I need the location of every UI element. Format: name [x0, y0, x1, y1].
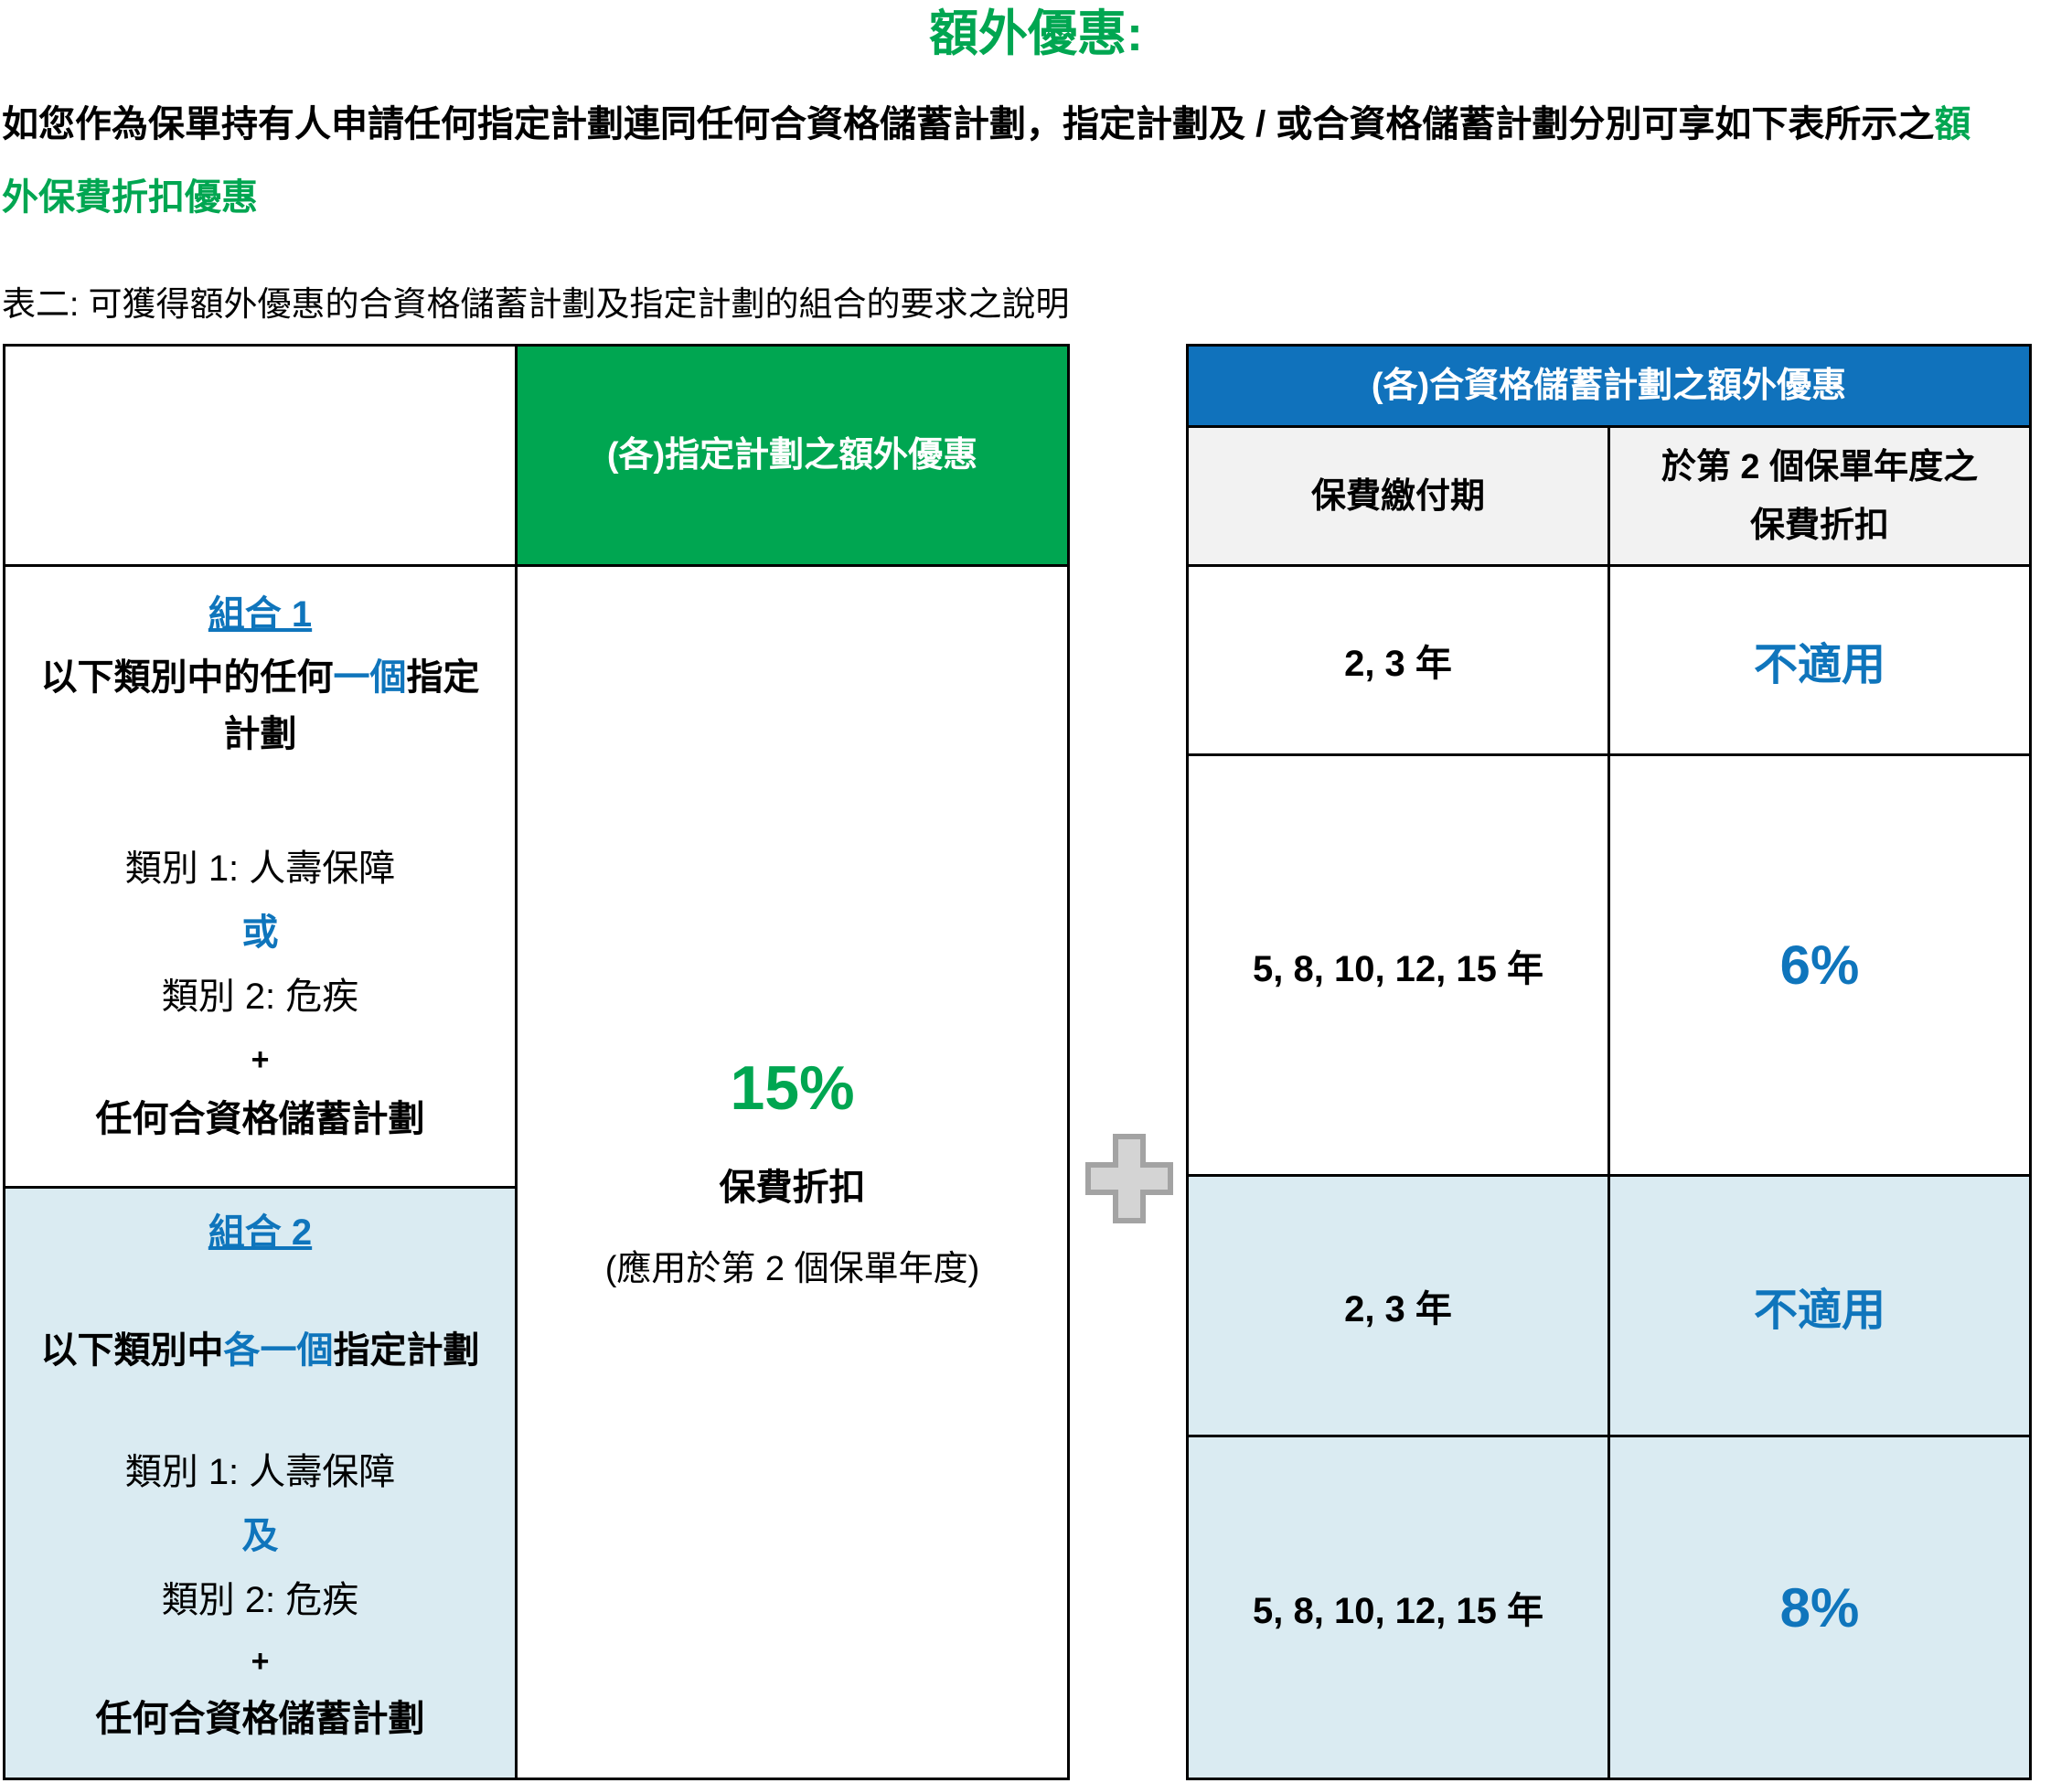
combo2-desc-post: 指定計劃: [333, 1330, 480, 1371]
grid-line-header-bottom: [5, 564, 1067, 567]
intro-text-green-part2: 外保費折扣優惠: [2, 177, 258, 218]
table-caption: 表二: 可獲得額外優惠的合資格儲蓄計劃及指定計劃的組合的要求之說明: [2, 285, 1070, 323]
combo1-conjunction: 或: [241, 913, 279, 953]
combo2-conjunction: 及: [241, 1516, 279, 1556]
combo1-desc-post: 指定計劃: [223, 657, 480, 754]
discount-label: 保費折扣: [719, 1168, 866, 1208]
intro-paragraph: 如您作為保單持有人申請任何指定計劃連同任何合資格儲蓄計劃，指定計劃及 / 或合資…: [2, 88, 1986, 234]
combo1-savings-plan: 任何合資格儲蓄計劃: [95, 1099, 425, 1139]
combo2-desc-pre: 以下類別中: [40, 1330, 224, 1371]
row2-premium-term-cell: 5, 8, 10, 12, 15 年: [1253, 948, 1543, 989]
grid-line-vertical: [515, 347, 518, 1778]
combo1-desc-pre: 以下類別中的任何: [40, 657, 334, 698]
designated-plans-header-cell: (各)指定計劃之額外優惠: [606, 436, 978, 475]
combo1-plus-sign: +: [251, 1042, 270, 1077]
combo2-cell-background: [5, 1189, 515, 1778]
savings-plans-table: (各)合資格儲蓄計劃之額外優惠 保費繳付期 於第 2 個保單年度之 保費折扣 2…: [1186, 344, 2032, 1780]
designated-plans-table: (各)指定計劃之額外優惠 組合 1 以下類別中的任何一個指定計劃 類別 1: 人…: [3, 344, 1070, 1780]
premium-term-column-header: 保費繳付期: [1310, 476, 1485, 516]
discount-column-header-line1: 於第 2 個保單年度之: [1661, 447, 1979, 486]
intro-text-black: 如您作為保單持有人申請任何指定計劃連同任何合資格儲蓄計劃，指定計劃及 / 或合資…: [2, 104, 1935, 144]
row4-discount-cell: 8%: [1779, 1576, 1860, 1639]
combo1-title: 組合 1: [208, 594, 313, 635]
grid-line-column-divider: [1607, 425, 1610, 1778]
combo1-description: 以下類別中的任何一個指定計劃: [29, 649, 491, 763]
green-header-background: [518, 347, 1067, 564]
row3-premium-term-cell: 2, 3 年: [1344, 1289, 1452, 1329]
plus-icon: [1085, 1134, 1173, 1223]
combo2-savings-plan: 任何合資格儲蓄計劃: [95, 1699, 425, 1739]
combo1-desc-highlight: 一個: [333, 657, 407, 698]
grid-line-combo-divider: [5, 1186, 518, 1189]
combo2-title: 組合 2: [208, 1212, 313, 1253]
page-title: 額外優惠:: [929, 6, 1143, 61]
combo1-cell: 組合 1 以下類別中的任何一個指定計劃 類別 1: 人壽保障 或 類別 2: 危…: [5, 567, 515, 1186]
savings-plans-header-cell: (各)合資格儲蓄計劃之額外優惠: [1371, 367, 1847, 405]
grid-line-row3-bottom: [1189, 1435, 2029, 1437]
row1-premium-term-cell: 2, 3 年: [1344, 644, 1452, 684]
grid-line-row2-bottom: [1189, 1174, 2029, 1177]
grid-line-row1-bottom: [1189, 753, 2029, 756]
combo2-plus-sign: +: [251, 1644, 270, 1679]
combo2-category1: 類別 1: 人壽保障: [124, 1452, 396, 1492]
row1-discount-cell: 不適用: [1753, 641, 1885, 689]
discount-column-header-line2: 保費折扣: [1749, 506, 1889, 545]
discount-percent: 15%: [730, 1053, 855, 1123]
combo2-category2: 類別 2: 危疾: [161, 1580, 359, 1620]
combo1-category2: 類別 2: 危疾: [161, 977, 359, 1017]
combo2-cell: 組合 2 以下類別中各一個指定計劃 類別 1: 人壽保障 及 類別 2: 危疾 …: [5, 1189, 515, 1778]
combo2-description: 以下類別中各一個指定計劃: [29, 1322, 491, 1379]
row3-discount-cell: 不適用: [1753, 1287, 1885, 1335]
discount-column-header: 於第 2 個保單年度之 保費折扣: [1610, 428, 2029, 564]
combo1-category1: 類別 1: 人壽保障: [124, 849, 396, 889]
discount-note: (應用於第 2 個保單年度): [604, 1250, 980, 1288]
intro-text-green-part1: 額: [1934, 104, 1971, 144]
blue-header-background: [1189, 347, 2029, 425]
row4-premium-term-cell: 5, 8, 10, 12, 15 年: [1253, 1591, 1543, 1631]
row2-discount-cell: 6%: [1779, 934, 1860, 996]
designated-discount-cell: 15% 保費折扣 (應用於第 2 個保單年度): [518, 567, 1067, 1778]
combo2-desc-highlight: 各一個: [223, 1330, 334, 1371]
